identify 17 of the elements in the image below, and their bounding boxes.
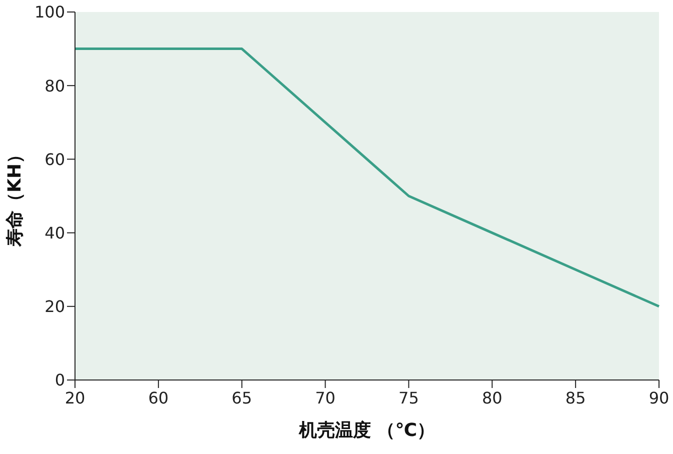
x-tick-label: 85 [565, 388, 586, 408]
y-tick-label: 100 [34, 2, 65, 22]
x-tick-label: 80 [482, 388, 502, 408]
x-tick-label: 65 [232, 388, 252, 408]
x-tick-label: 90 [648, 388, 670, 408]
line-series [74, 48, 660, 308]
x-tick-label: 60 [148, 388, 169, 408]
x-tick-label: 70 [315, 388, 336, 408]
x-axis-title: 机壳温度 （℃） [298, 420, 436, 441]
y-tick-label: 60 [44, 150, 65, 169]
y-axis-title: 寿命（KH） [4, 145, 26, 248]
y-tick-label: 20 [44, 297, 65, 316]
x-tick-label: 20 [64, 388, 86, 408]
y-tick-label: 40 [44, 223, 65, 242]
y-tick-label: 0 [54, 370, 65, 390]
y-tick-label: 80 [44, 76, 65, 96]
x-tick-label: 75 [398, 388, 419, 408]
